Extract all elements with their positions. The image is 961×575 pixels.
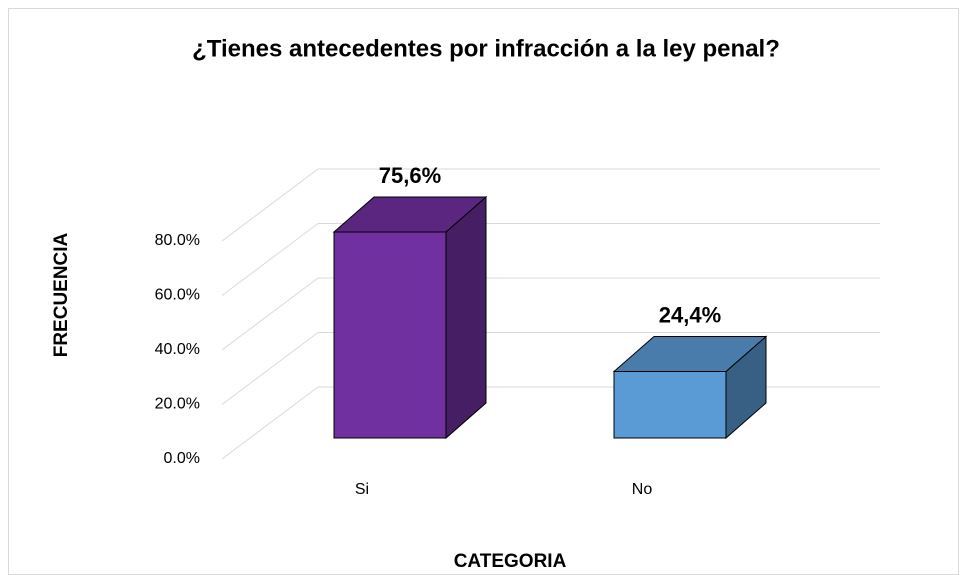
bar — [332, 195, 488, 440]
y-tick-label: 20.0% — [155, 396, 200, 413]
bar — [612, 335, 768, 440]
bar-front — [613, 371, 727, 439]
y-axis-title: FRECUENCIA — [51, 232, 72, 357]
bar-front — [333, 231, 447, 439]
y-tick-label: 0.0% — [164, 450, 200, 467]
grid-line — [221, 386, 319, 460]
y-tick-label: 80.0% — [155, 232, 200, 249]
y-tick-label: 60.0% — [155, 287, 200, 304]
y-tick-label: 40.0% — [155, 341, 200, 358]
chart-title: ¿Tienes antecedentes por infracción a la… — [192, 35, 780, 62]
x-tick-label: Si — [355, 481, 369, 498]
data-label: 24,4% — [659, 302, 721, 327]
data-label: 75,6% — [379, 163, 441, 188]
bar-side — [445, 195, 487, 440]
x-axis-title: CATEGORIA — [454, 551, 567, 572]
x-tick-label: No — [632, 481, 653, 498]
grid-line — [221, 168, 319, 242]
grid-line — [221, 277, 319, 351]
grid-line — [221, 332, 319, 405]
grid-line — [221, 223, 319, 296]
